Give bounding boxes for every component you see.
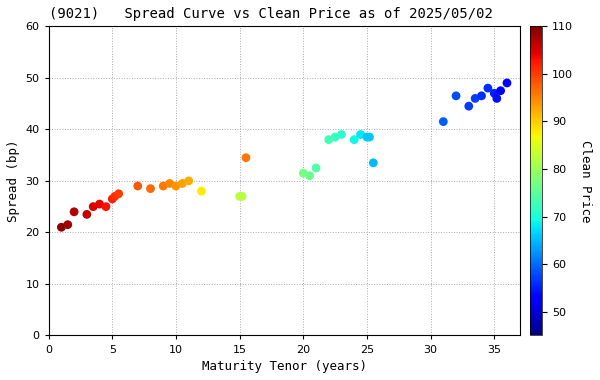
Point — [492, 95, 502, 101]
Point — [331, 134, 340, 140]
Point — [165, 180, 175, 187]
Point — [477, 93, 487, 99]
Point — [470, 95, 480, 101]
Point — [356, 131, 365, 138]
X-axis label: Maturity Tenor (years): Maturity Tenor (years) — [202, 360, 367, 373]
Point — [171, 183, 181, 189]
Point — [238, 193, 247, 200]
Point — [184, 178, 193, 184]
Point — [178, 180, 187, 187]
Point — [133, 183, 143, 189]
Point — [496, 88, 505, 94]
Point — [490, 90, 499, 96]
Point — [311, 165, 321, 171]
Point — [241, 155, 251, 161]
Point — [365, 134, 374, 140]
Point — [235, 193, 244, 200]
Point — [146, 185, 155, 192]
Point — [158, 183, 168, 189]
Point — [324, 136, 334, 142]
Point — [95, 201, 104, 207]
Point — [362, 134, 372, 140]
Point — [349, 136, 359, 142]
Point — [101, 204, 111, 210]
Point — [305, 173, 314, 179]
Point — [88, 204, 98, 210]
Point — [464, 103, 473, 109]
Point — [451, 93, 461, 99]
Point — [483, 85, 493, 91]
Point — [110, 193, 119, 200]
Point — [368, 160, 378, 166]
Point — [82, 211, 92, 217]
Point — [298, 170, 308, 176]
Y-axis label: Spread (bp): Spread (bp) — [7, 139, 20, 222]
Point — [56, 224, 66, 230]
Point — [114, 191, 124, 197]
Point — [337, 131, 346, 138]
Point — [197, 188, 206, 194]
Point — [63, 222, 73, 228]
Point — [502, 80, 512, 86]
Point — [70, 209, 79, 215]
Text: (9021)   Spread Curve vs Clean Price as of 2025/05/02: (9021) Spread Curve vs Clean Price as of… — [49, 7, 493, 21]
Point — [107, 196, 117, 202]
Y-axis label: Clean Price: Clean Price — [579, 139, 592, 222]
Point — [439, 119, 448, 125]
